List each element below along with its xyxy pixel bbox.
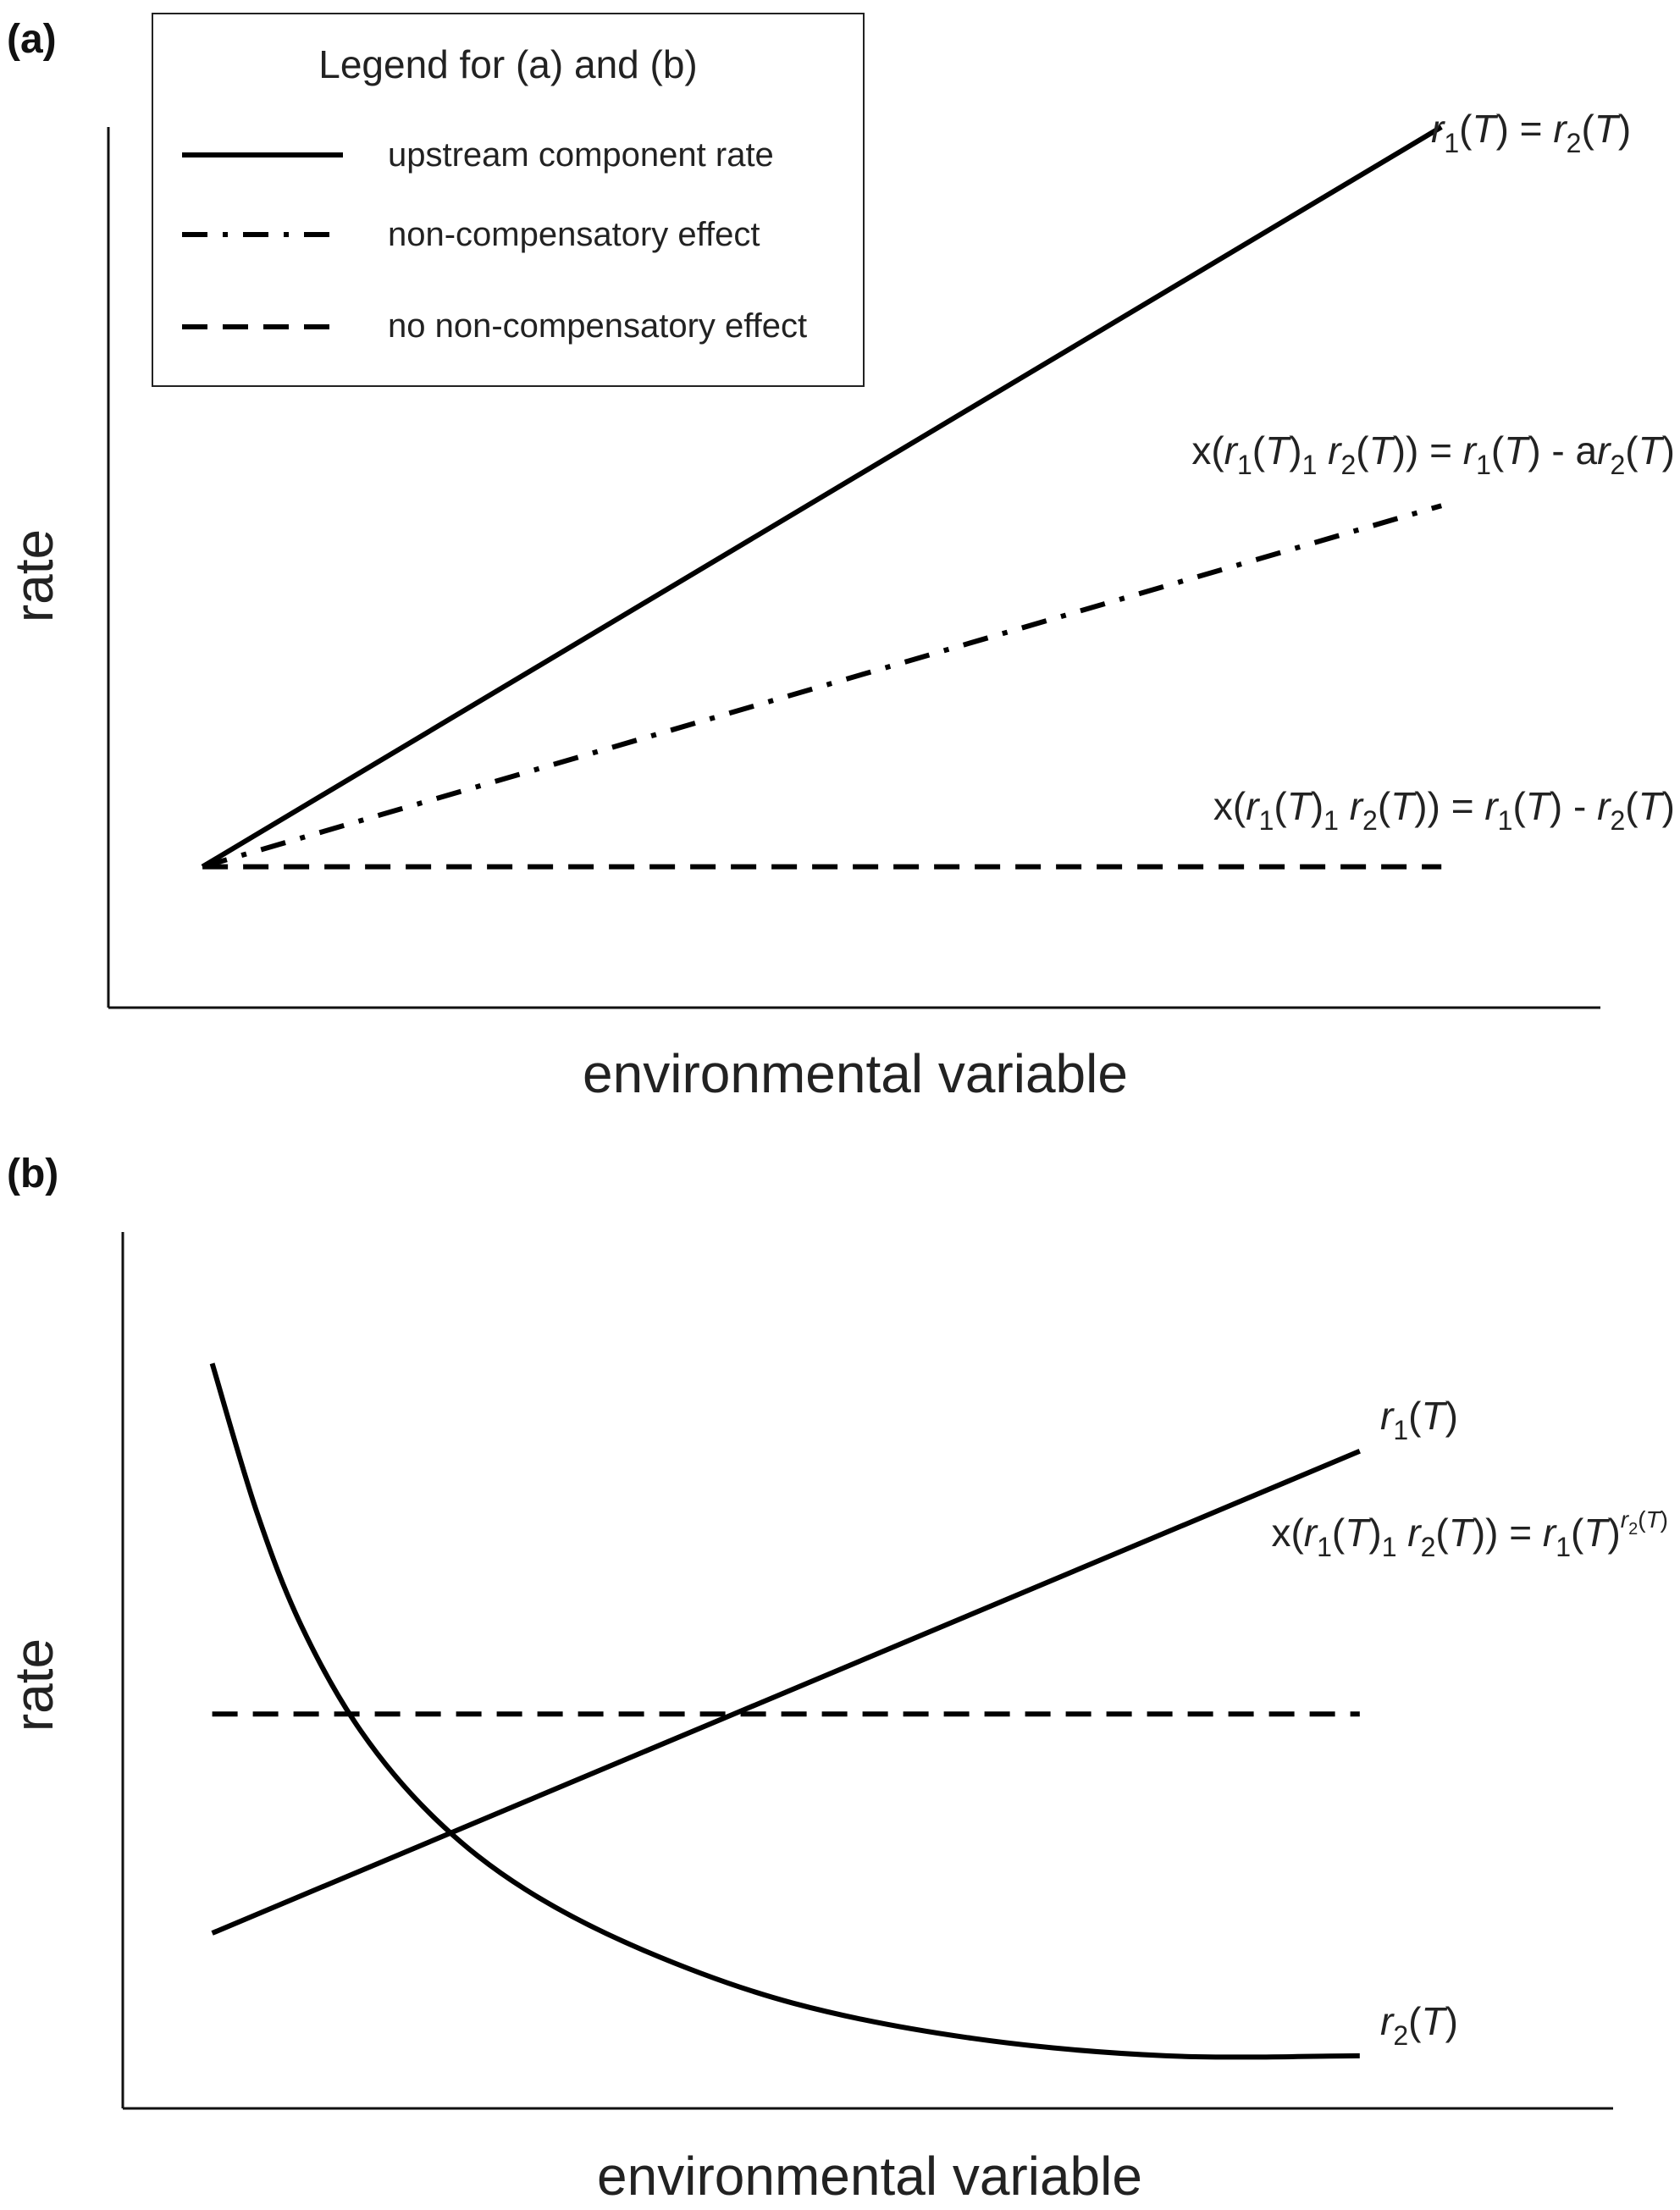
panel-a: (a) rate environmental variable r1(T) = …	[3, 13, 1675, 1104]
legend-box	[152, 13, 865, 387]
legend-entry-no-noncompensatory: no non-compensatory effect	[388, 307, 807, 345]
panel-a-annotation-layer: r1(T) = r2(T) x(r1(T)1 r2(T)) = r1(T) - a…	[1191, 107, 1675, 836]
legend: Legend for (a) and (b) upstream componen…	[152, 13, 865, 387]
legend-title: Legend for (a) and (b)	[318, 42, 698, 86]
series-annotation-b-1: r2(T)	[1380, 1999, 1458, 2051]
panel-b: (b) rate environmental variable r1(T) r2(…	[3, 1152, 1668, 2207]
panel-b-label: (b)	[7, 1152, 58, 1196]
series-annotation-a-1: x(r1(T)1 r2(T)) = r1(T) - ar2(T)	[1191, 428, 1675, 480]
panel-a-x-label: environmental variable	[583, 1043, 1128, 1104]
panel-b-y-label: rate	[3, 1638, 64, 1732]
series-line-a-0	[201, 124, 1443, 870]
panel-b-annotation-layer: r1(T) r2(T) x(r1(T)1 r2(T)) = r1(T)r2(T)	[1271, 1394, 1668, 2051]
series-line-b-1	[209, 1362, 1360, 2060]
panel-b-x-label: environmental variable	[597, 2146, 1142, 2207]
series-annotation-b-2: x(r1(T)1 r2(T)) = r1(T)r2(T)	[1271, 1506, 1668, 1562]
legend-entry-upstream: upstream component rate	[388, 136, 774, 174]
series-annotation-a-0: r1(T) = r2(T)	[1431, 107, 1631, 158]
series-annotation-a-2: x(r1(T)1 r2(T)) = r1(T) - r2(T)	[1213, 784, 1675, 836]
panel-a-series-layer	[201, 124, 1443, 870]
series-annotation-b-0: r1(T)	[1380, 1394, 1458, 1445]
legend-entry-noncompensatory: non-compensatory effect	[388, 216, 760, 253]
panel-a-y-label: rate	[3, 529, 64, 622]
panel-a-label: (a)	[7, 17, 57, 62]
series-line-b-0	[211, 1448, 1361, 1936]
panel-b-series-layer	[209, 1362, 1361, 2060]
